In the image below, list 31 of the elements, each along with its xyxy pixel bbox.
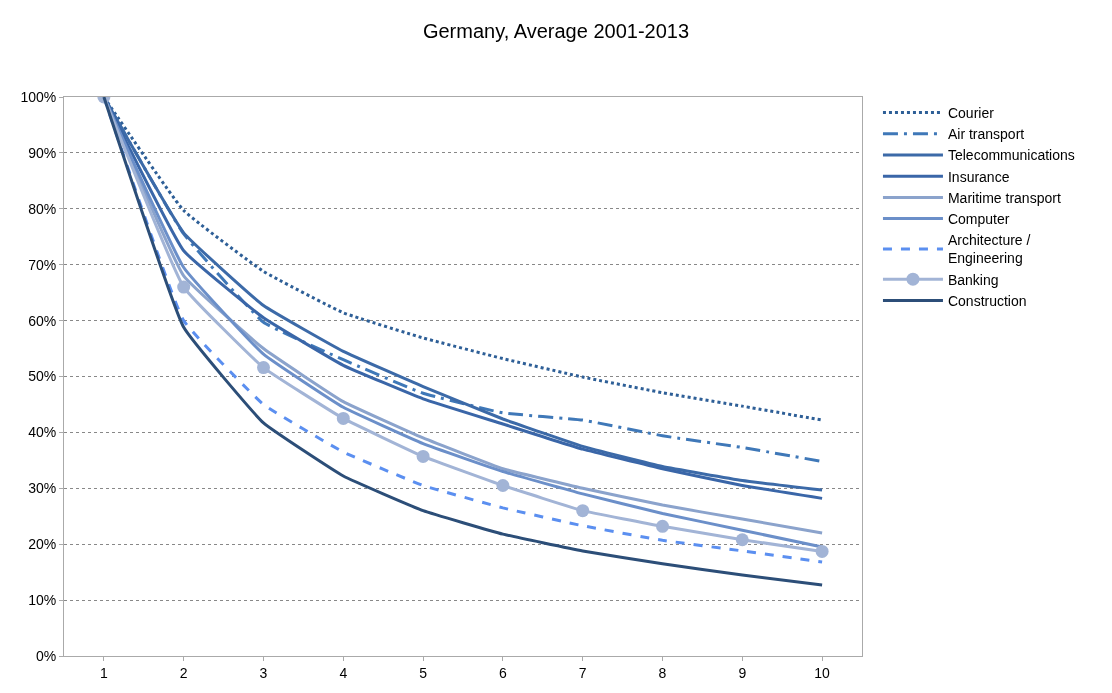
legend-label: Maritime transport <box>947 189 1061 206</box>
y-tick-label: 80% <box>28 200 57 217</box>
legend-label: Construction <box>947 292 1027 309</box>
x-tick-label: 8 <box>658 664 667 681</box>
y-tick-label: 70% <box>28 256 57 273</box>
x-tick-label: 9 <box>738 664 747 681</box>
legend-label: Telecommunications <box>947 147 1075 164</box>
y-tick-label: 20% <box>28 536 57 553</box>
chart-title: Germany, Average 2001-2013 <box>422 20 690 43</box>
y-tick-label: 40% <box>28 424 57 441</box>
x-tick-label: 5 <box>419 664 428 681</box>
y-tick-label: 90% <box>28 144 57 161</box>
y-tick-label: 60% <box>28 312 57 329</box>
legend-label: Insurance <box>947 168 1010 185</box>
legend-label: Architecture / Engineering <box>947 232 1031 267</box>
legend-label: Air transport <box>947 126 1025 143</box>
x-tick-label: 1 <box>100 664 108 681</box>
x-tick-label: 10 <box>814 664 831 681</box>
y-tick-label: 10% <box>28 592 57 608</box>
x-tick-label: 3 <box>259 664 268 681</box>
y-tick-label: 0% <box>35 647 57 664</box>
x-tick-label: 6 <box>499 664 507 681</box>
y-tick-label: 50% <box>28 368 57 385</box>
y-tick-label: 100% <box>20 88 57 105</box>
x-tick-label: 4 <box>339 664 348 681</box>
x-tick-label: 2 <box>179 664 188 681</box>
legend-label: Courier <box>947 105 995 122</box>
y-tick-label: 30% <box>28 480 57 497</box>
legend-label: Banking <box>947 271 999 288</box>
x-tick-label: 7 <box>578 664 587 681</box>
legend-label: Computer <box>947 211 1010 228</box>
